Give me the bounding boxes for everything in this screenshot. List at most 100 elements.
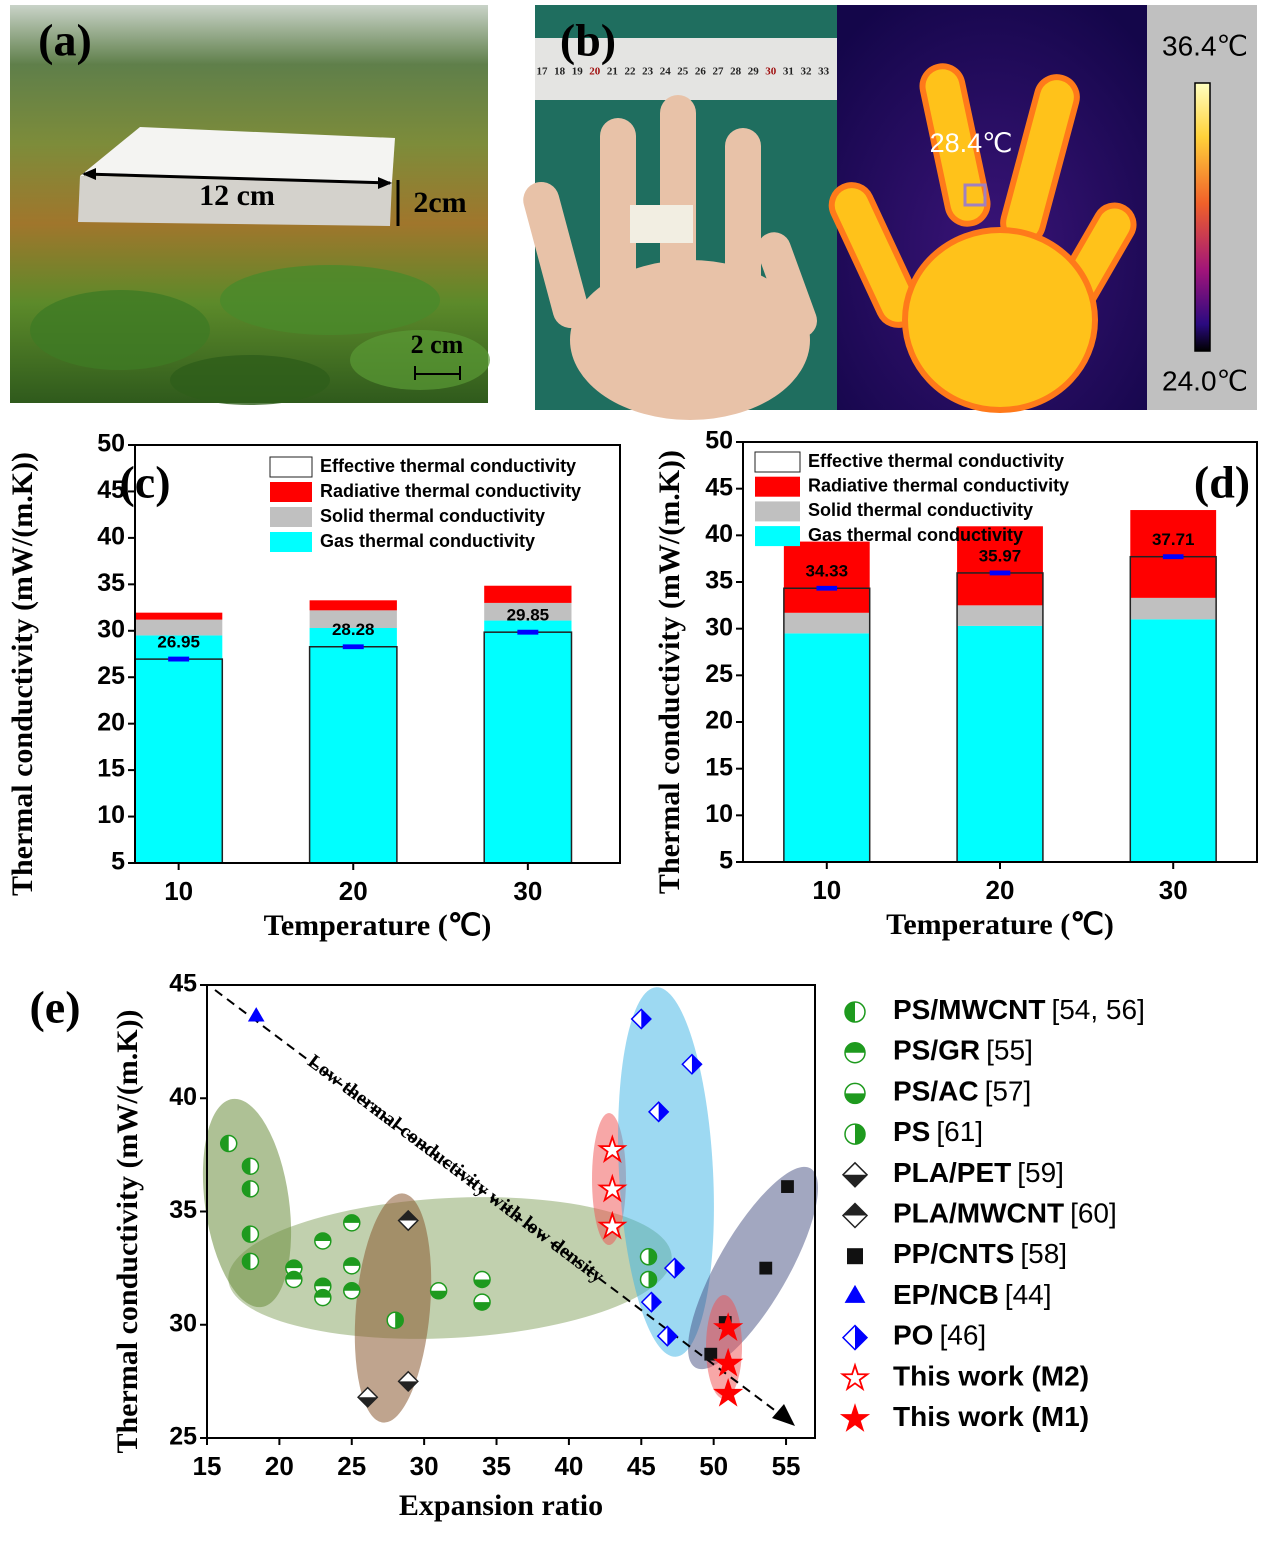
x-tick-label: 10 (812, 875, 841, 905)
marker-fill (641, 1009, 651, 1029)
ruler-label: 20 (589, 66, 601, 78)
legend-name: PP/CNTS (893, 1239, 1014, 1270)
marker-fill (845, 1002, 855, 1022)
x-axis-title: Expansion ratio (399, 1489, 603, 1522)
point (343, 1282, 361, 1300)
point (397, 1370, 419, 1393)
marker-fill (855, 1124, 865, 1145)
y-tick-label: 25 (169, 1423, 197, 1451)
point (713, 1312, 744, 1341)
error-bar (168, 656, 190, 662)
legend-label: This work (M1) (893, 1401, 1089, 1432)
legend-swatch (270, 532, 312, 552)
marker-fill (648, 1248, 657, 1265)
ruler-label: 26 (695, 66, 707, 78)
marker (713, 1312, 744, 1341)
legend-name: This work (M2) (893, 1361, 1089, 1392)
marker-fill (843, 1203, 867, 1216)
legend-label: Effective thermal conductivity (320, 456, 576, 476)
legend-label: PS/GR [55] (893, 1035, 1033, 1066)
marker-fill (343, 1257, 360, 1266)
legend-label: This work (M2) (893, 1361, 1089, 1392)
marker-fill (314, 1278, 331, 1287)
point (357, 1386, 379, 1408)
legend-label: Gas thermal conductivity (320, 531, 535, 551)
point (781, 1180, 794, 1193)
point (639, 1270, 658, 1289)
photo-a (10, 5, 490, 405)
point (597, 1173, 628, 1203)
y-tick-label: 30 (705, 613, 733, 641)
legend-marker (839, 1403, 871, 1432)
legend-marker (839, 1362, 871, 1392)
height-label: 2cm (413, 186, 466, 219)
ruler-label: 31 (783, 66, 794, 78)
bar-segment (783, 612, 870, 634)
point (597, 1210, 628, 1240)
legend-ref: [59] (1017, 1157, 1064, 1188)
point (473, 1270, 491, 1289)
legend-label: PS/AC [57] (893, 1076, 1031, 1107)
min-temperature: 24.0℃ (1162, 365, 1248, 396)
point (397, 1209, 419, 1232)
legend-ref: [60] (1070, 1198, 1117, 1229)
value-label: 34.33 (806, 562, 849, 581)
bar-segment (1130, 619, 1217, 862)
length-label: 12 cm (199, 179, 275, 212)
y-tick-label: 35 (97, 569, 125, 597)
y-axis-title: Thermal conductivity (mW/(m.K)) (653, 450, 686, 894)
x-tick-label: 20 (986, 875, 1015, 905)
plot-frame (206, 984, 816, 1439)
marker-fill (314, 1232, 331, 1241)
x-tick-label: 30 (513, 876, 542, 906)
point (640, 1291, 663, 1313)
ruler-label: 30 (765, 66, 777, 78)
bar-segment (484, 602, 572, 621)
point (247, 1007, 265, 1022)
y-tick-label: 30 (169, 1309, 197, 1337)
ruler-label: 29 (748, 66, 760, 78)
x-tick-label: 20 (339, 876, 368, 906)
value-label: 37.71 (1152, 530, 1195, 549)
bar-segment (1130, 510, 1217, 598)
y-tick-label: 20 (705, 707, 733, 735)
point (219, 1134, 238, 1153)
legend-swatch (269, 456, 313, 478)
ruler-label: 23 (642, 66, 654, 78)
legend-ref: [46] (939, 1320, 986, 1351)
marker (713, 1377, 744, 1407)
legend-name: PS/MWCNT (893, 994, 1045, 1025)
point (314, 1288, 332, 1307)
trend-arrow (214, 989, 795, 1426)
y-tick-label: 15 (97, 755, 125, 783)
legend-name: PS/GR (893, 1035, 980, 1066)
legend-label: PO [46] (893, 1320, 986, 1351)
point (314, 1232, 332, 1250)
panel-label: (e) (29, 982, 80, 1033)
marker-fill (242, 1180, 251, 1197)
point (663, 1257, 686, 1279)
x-axis-title: Temperature (℃) (264, 909, 492, 942)
legend-label: Solid thermal conductivity (320, 506, 545, 526)
legend-ref: [55] (986, 1035, 1033, 1066)
legend-marker (844, 1082, 866, 1105)
point (241, 1180, 260, 1198)
y-tick-label: 50 (97, 430, 125, 458)
bar-segment (1130, 597, 1217, 620)
legend-label: Gas thermal conductivity (808, 525, 1023, 545)
point (285, 1270, 303, 1289)
bar-segment (135, 635, 223, 863)
y-tick-label: 50 (705, 427, 733, 455)
legend-label: Solid thermal conductivity (808, 500, 1033, 520)
y-tick-label: 10 (705, 800, 733, 828)
point (647, 1101, 670, 1123)
legend-ref: [61] (936, 1116, 983, 1147)
value-label: 35.97 (979, 546, 1022, 565)
legend-ref: [58] (1020, 1239, 1067, 1270)
marker-fill (845, 1093, 865, 1104)
ruler-label: 32 (801, 66, 813, 78)
point (241, 1252, 260, 1271)
y-tick-label: 5 (719, 847, 733, 875)
marker-fill (855, 1325, 867, 1350)
